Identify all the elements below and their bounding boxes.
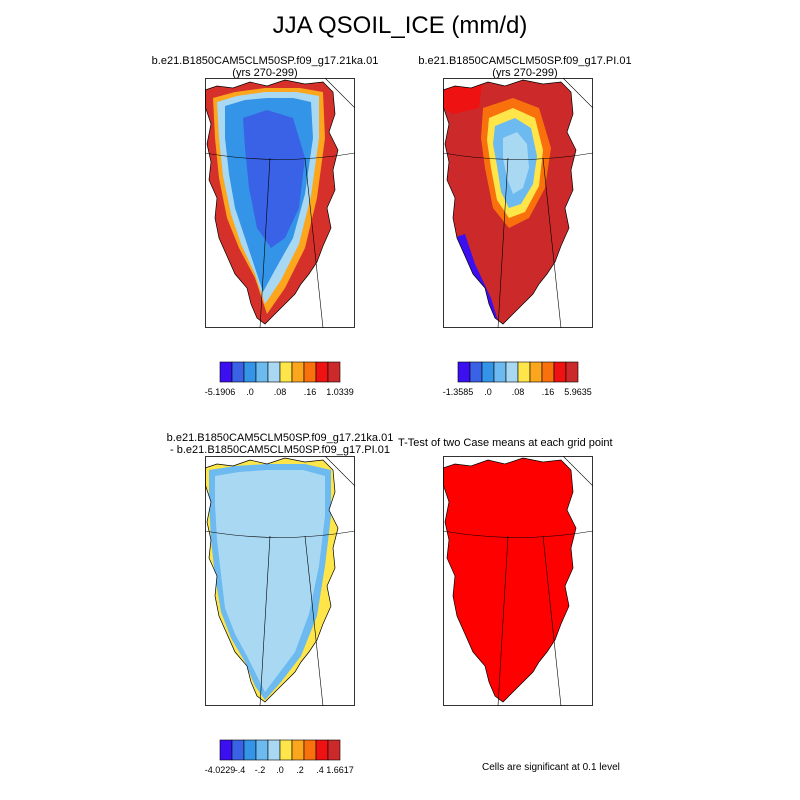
panel1-title-line2: (yrs 270-299)	[232, 67, 298, 79]
latitude-line-1	[443, 530, 593, 538]
panel2-title: b.e21.B1850CAM5CLM50SP.f09_g17.PI.01 (yr…	[400, 55, 650, 79]
colorbar-box-8	[315, 361, 329, 383]
colorbar-tick-label: 1.6617	[326, 765, 354, 775]
map-frame	[205, 456, 355, 706]
colorbar-box-6	[529, 361, 543, 383]
colorbar-tick-label: -5.1906	[205, 387, 236, 397]
meridian-line-2	[542, 535, 562, 706]
coastline	[443, 79, 577, 325]
ice-layer-core	[243, 110, 305, 248]
ice-field	[205, 458, 338, 702]
colorbar-box-3	[255, 361, 269, 383]
map-frame	[443, 456, 593, 706]
panel4-title: T-Test of two Case means at each grid po…	[398, 437, 678, 449]
meridian-line-1	[259, 157, 271, 328]
colorbar-box-5	[517, 361, 531, 383]
colorbar-tick-label: .2	[296, 765, 304, 775]
ice-field	[205, 80, 338, 324]
panel2-title-line1: b.e21.B1850CAM5CLM50SP.f09_g17.PI.01	[418, 55, 632, 67]
colorbar-box-1	[469, 361, 483, 383]
colorbar-tick-label: .16	[542, 387, 555, 397]
colorbar-box-3	[255, 739, 269, 761]
colorbar-box-4	[505, 361, 519, 383]
panel3-title-line1: b.e21.B1850CAM5CLM50SP.f09_g17.21ka.01	[166, 432, 394, 444]
colorbar-tick-label: .08	[512, 387, 525, 397]
colorbar-box-7	[541, 361, 555, 383]
significance-note: Cells are significant at 0.1 level	[482, 762, 620, 773]
ice-field	[443, 80, 576, 324]
colorbar-box-9	[327, 361, 341, 383]
colorbar-box-9	[565, 361, 579, 383]
colorbar-box-8	[553, 361, 567, 383]
colorbar-tick-label: -.2	[255, 765, 266, 775]
colorbar-panel-3: -4.0229 -.4 -.2 .0 .2 .4 1.6617	[205, 739, 354, 775]
latitude-line-1	[205, 530, 355, 538]
colorbar-tick-label: .0	[276, 765, 284, 775]
colorbar-box-7	[303, 361, 317, 383]
colorbar-box-5	[279, 361, 293, 383]
colorbar-tick-label: 5.9635	[564, 387, 592, 397]
panel4-title-line1: T-Test of two Case means at each grid po…	[398, 437, 613, 449]
map-panel-4	[443, 456, 593, 706]
ice-layer-core	[503, 132, 529, 194]
colorbar-tick-label: .4	[316, 765, 324, 775]
map-panel-1	[205, 78, 355, 328]
meridian-line-1	[497, 535, 509, 706]
panel3-title: b.e21.B1850CAM5CLM50SP.f09_g17.21ka.01 -…	[150, 432, 410, 456]
colorbar-tick-label: .0	[246, 387, 254, 397]
colorbar-box-9	[327, 739, 341, 761]
colorbar-tick-label: 1.0339	[326, 387, 354, 397]
colorbar-box-3	[493, 361, 507, 383]
meridian-line-3	[324, 78, 355, 109]
latitude-line-1	[205, 152, 355, 160]
coastline	[205, 457, 339, 703]
colorbar-tick-label: -.4	[235, 765, 246, 775]
meridian-line-2	[304, 157, 324, 328]
colorbar-tick-label: .16	[304, 387, 317, 397]
meridian-line-2	[542, 157, 562, 328]
meridian-line-2	[304, 535, 324, 706]
colorbar-box-2	[243, 361, 257, 383]
meridian-line-3	[324, 456, 355, 487]
latitude-line-1	[443, 152, 593, 160]
coastline	[205, 79, 339, 325]
colorbar-tick-label: -1.3585	[443, 387, 474, 397]
map-frame	[443, 78, 593, 328]
colorbar-box-0	[457, 361, 471, 383]
meridian-line-3	[562, 78, 593, 109]
meridian-line-1	[259, 535, 271, 706]
panel2-title-line2: (yrs 270-299)	[492, 67, 558, 79]
ice-field	[443, 458, 576, 702]
figure-title: JJA QSOIL_ICE (mm/d)	[272, 12, 528, 39]
colorbar-box-7	[303, 739, 317, 761]
colorbar-tick-label: .08	[274, 387, 287, 397]
ice-layer-significant	[443, 458, 576, 702]
colorbar-tick-label: .0	[484, 387, 492, 397]
colorbar-box-8	[315, 739, 329, 761]
colorbar-box-5	[279, 739, 293, 761]
map-panel-3	[205, 456, 355, 706]
panel1-title: b.e21.B1850CAM5CLM50SP.f09_g17.21ka.01 (…	[140, 55, 390, 79]
colorbar-box-2	[243, 739, 257, 761]
meridian-line-3	[562, 456, 593, 487]
meridian-line-1	[497, 157, 509, 328]
colorbar-box-6	[291, 739, 305, 761]
colorbar-box-4	[267, 361, 281, 383]
colorbar-panel-1: -5.1906 .0 .08 .16 1.0339	[205, 361, 354, 397]
map-frame	[205, 78, 355, 328]
colorbar-box-4	[267, 739, 281, 761]
panel3-title-line2: - b.e21.B1850CAM5CLM50SP.f09_g17.PI.01	[170, 444, 390, 456]
colorbar-box-2	[481, 361, 495, 383]
colorbar-box-0	[219, 361, 233, 383]
colorbar-box-0	[219, 739, 233, 761]
colorbar-box-1	[231, 739, 245, 761]
coastline	[443, 457, 577, 703]
colorbar-box-1	[231, 361, 245, 383]
map-panel-2	[443, 78, 593, 328]
ice-layer-lightblue	[215, 470, 325, 692]
panel1-title-line1: b.e21.B1850CAM5CLM50SP.f09_g17.21ka.01	[151, 55, 379, 67]
colorbar-box-6	[291, 361, 305, 383]
colorbar-tick-label: -4.0229	[205, 765, 236, 775]
colorbar-panel-2: -1.3585 .0 .08 .16 5.9635	[443, 361, 592, 397]
